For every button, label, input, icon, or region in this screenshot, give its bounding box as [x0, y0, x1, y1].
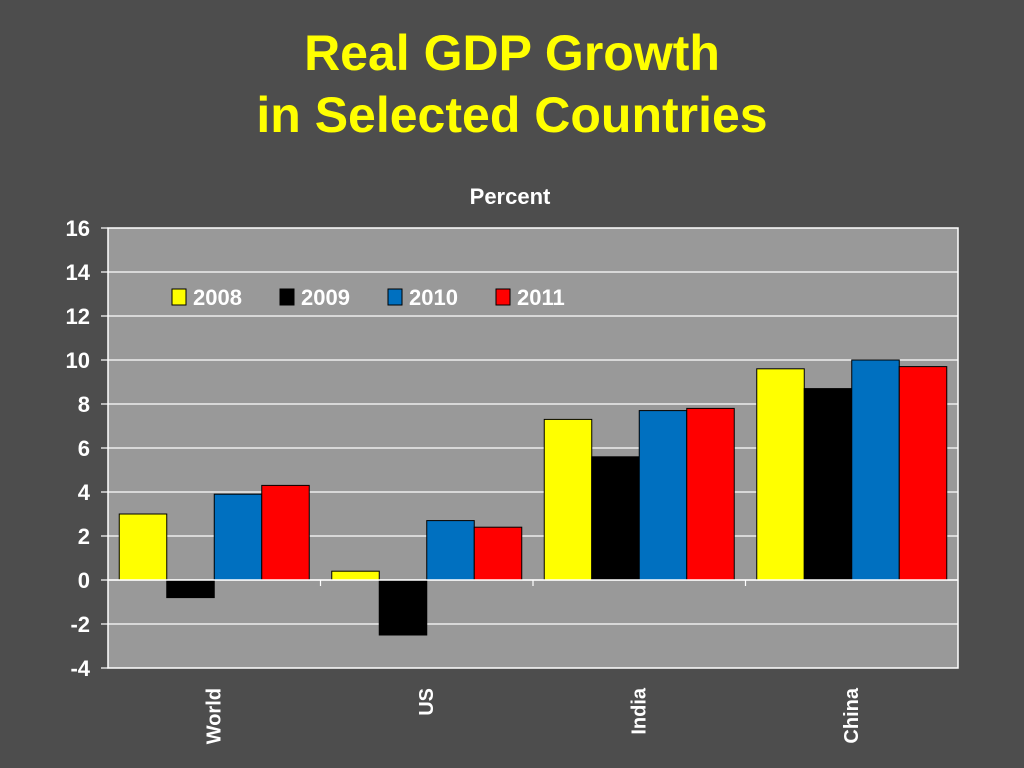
- axes: [108, 579, 958, 586]
- x-tick-labels: World US India China: [203, 687, 863, 744]
- y-tick-label: 6: [78, 436, 90, 461]
- legend-swatch-2011: [495, 288, 511, 306]
- bars: [118, 359, 948, 636]
- x-tick-label-china: China: [841, 687, 863, 743]
- x-tick-label-india: India: [628, 687, 650, 735]
- bar-china-2009: [803, 388, 853, 581]
- bar-us-2010: [426, 520, 475, 581]
- bar-india-2010: [638, 410, 688, 581]
- y-tick-label: 16: [66, 216, 90, 241]
- bar-india-2011: [686, 407, 735, 581]
- y-tick-label: 0: [78, 568, 90, 593]
- y-tick-label: 4: [78, 480, 91, 505]
- y-tick-label: 12: [66, 304, 90, 329]
- y-tick-label: 8: [78, 392, 90, 417]
- y-tick-label: -4: [70, 656, 90, 681]
- bar-india-2008: [543, 418, 593, 581]
- legend-swatch-2009: [279, 288, 295, 306]
- y-tick-labels: -4 -2 0 2 4 6 8 10 12 14 16: [66, 216, 91, 681]
- bar-us-2008: [331, 570, 380, 581]
- bar-china-2008: [756, 368, 805, 581]
- y-tick-label: -2: [70, 612, 90, 637]
- legend-label-2011: 2011: [517, 285, 565, 310]
- bar-world-2011: [261, 484, 310, 581]
- title-line-2: in Selected Countries: [256, 87, 768, 143]
- legend-swatch-2010: [387, 288, 403, 306]
- y-tick-label: 2: [78, 524, 90, 549]
- bar-world-2009: [166, 579, 215, 599]
- title-line-1: Real GDP Growth: [304, 25, 720, 81]
- bar-us-2011: [473, 526, 523, 581]
- y-axis-label: Percent: [470, 184, 551, 209]
- bar-world-2010: [213, 493, 263, 581]
- legend-label-2008: 2008: [193, 285, 242, 310]
- bar-world-2008: [118, 513, 168, 581]
- x-tick-label-us: US: [416, 688, 438, 716]
- bar-us-2009: [378, 579, 428, 636]
- legend-label-2009: 2009: [301, 285, 350, 310]
- slide-title: Real GDP Growth in Selected Countries: [0, 22, 1024, 146]
- bar-china-2010: [851, 359, 900, 581]
- legend: 2008 2009 2010 2011: [171, 285, 565, 310]
- legend-swatch-2008: [171, 288, 187, 306]
- legend-label-2010: 2010: [409, 285, 458, 310]
- bar-india-2009: [591, 456, 640, 581]
- bar-china-2011: [898, 366, 948, 581]
- x-tick-label-world: World: [203, 688, 225, 744]
- y-tick-label: 14: [66, 260, 91, 285]
- y-tick-label: 10: [66, 348, 90, 373]
